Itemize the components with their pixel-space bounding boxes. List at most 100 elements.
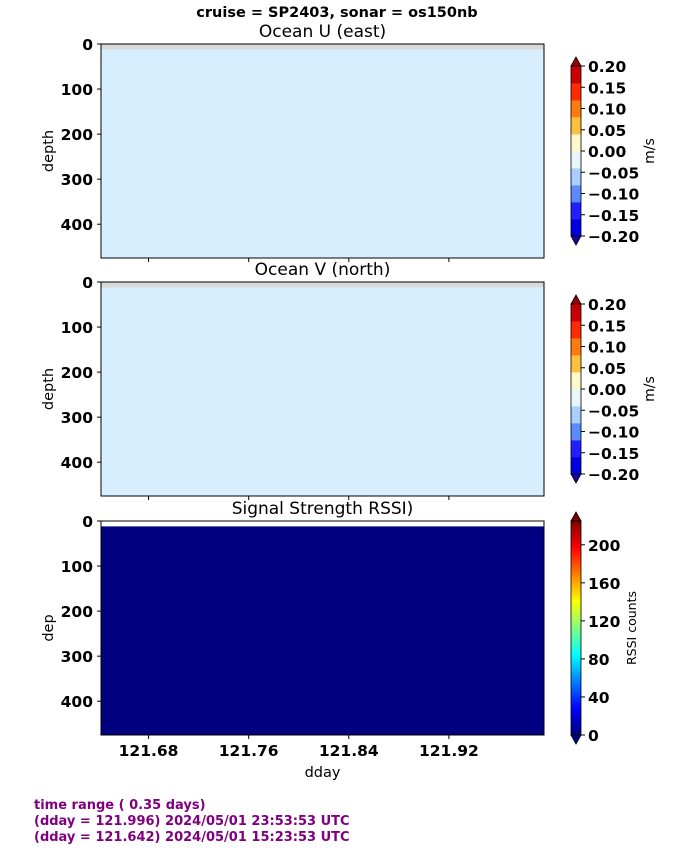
colorbar-segment <box>571 372 581 390</box>
heatmap-field <box>101 44 544 258</box>
nodata-band <box>101 282 544 288</box>
colorbar-extend-top <box>570 56 582 67</box>
y-tick-label: 400 <box>61 693 94 711</box>
axes-frame <box>100 43 545 259</box>
colorbar-label: m/s <box>642 138 658 164</box>
colorbar-tick-label: 0 <box>588 727 599 745</box>
colorbar-tick-label: −0.20 <box>588 228 639 246</box>
y-tick-label: 0 <box>82 36 93 54</box>
time-range-footer: time range ( 0.35 days) (dday = 121.996)… <box>34 798 634 846</box>
y-tick-label: 100 <box>61 319 94 337</box>
colorbar-tick-label: 80 <box>588 651 610 669</box>
colorbar-segment <box>571 389 581 407</box>
colorbar-segment <box>571 338 581 356</box>
colorbar-segment <box>571 440 581 458</box>
y-tick-label: 0 <box>82 513 93 531</box>
colorbar-tick-label: 200 <box>588 537 621 555</box>
colorbar-frame <box>570 520 582 736</box>
colorbar-segment <box>571 457 581 475</box>
colorbar-tick-label: −0.20 <box>588 466 639 484</box>
colorbar-tick-label: 40 <box>588 689 610 707</box>
x-tick-label: 121.92 <box>419 742 479 760</box>
colorbar-tick-label: −0.10 <box>588 186 639 204</box>
axes-frame <box>100 520 545 736</box>
y-axis-label: dep <box>41 614 57 641</box>
colorbar-label: RSSI counts <box>624 591 639 665</box>
colorbar-tick-label: −0.15 <box>588 207 639 225</box>
colorbar-tick-label: −0.15 <box>588 445 639 463</box>
nodata-band <box>101 44 544 50</box>
axes-frame <box>100 281 545 497</box>
colorbar-segment <box>571 304 581 322</box>
time-range-line: time range ( 0.35 days) <box>34 798 206 813</box>
colorbar-segment <box>571 134 581 152</box>
colorbar-segment <box>571 406 581 424</box>
x-tick-label: 121.68 <box>119 742 179 760</box>
colorbar-tick-label: 0.00 <box>588 143 626 161</box>
panel-3: Signal Strength RSSI)0100200300400dep121… <box>41 499 639 781</box>
panels: Ocean U (east)0100200300400depth0.200.15… <box>41 22 658 781</box>
colorbar-extend-top <box>570 511 582 522</box>
y-tick-label: 200 <box>61 603 94 621</box>
heatmap-field <box>101 521 544 735</box>
y-tick-label: 200 <box>61 126 94 144</box>
y-tick-label: 200 <box>61 364 94 382</box>
colorbar-label: m/s <box>642 376 658 402</box>
colorbar-segment <box>571 151 581 169</box>
colorbar-tick-label: 0.05 <box>588 360 626 378</box>
colorbar-tick-label: 160 <box>588 575 621 593</box>
panel-title: Ocean V (north) <box>255 260 391 280</box>
colorbar-segment <box>571 321 581 339</box>
colorbar-segment <box>571 168 581 186</box>
colorbar-segment <box>571 219 581 237</box>
colorbar-body <box>571 521 581 735</box>
colorbar-segment <box>571 185 581 203</box>
colorbar: 0.20 0.15 0.10 0.05 0.00 −0.05 −0.10 −0.15 −0.20… <box>570 56 658 246</box>
colorbar-tick-label: 0.10 <box>588 339 626 357</box>
colorbar-tick-label: 0.20 <box>588 58 626 76</box>
colorbar-tick-label: 0.10 <box>588 101 626 119</box>
end-time-line: (dday = 121.996) 2024/05/01 23:53:53 UTC <box>34 814 350 829</box>
heatmap-field <box>101 282 544 496</box>
colorbar-tick-label: 0.20 <box>588 296 626 314</box>
x-tick-label: 121.84 <box>319 742 379 760</box>
colorbar-segment <box>571 117 581 135</box>
y-tick-label: 100 <box>61 558 94 576</box>
x-axis-label: dday <box>305 765 341 781</box>
colorbar-segment <box>571 66 581 84</box>
panel-1: Ocean U (east) 0 100 200 300 400 depth 0.20 0.15… <box>41 22 658 262</box>
colorbar-tick-label: 0.00 <box>588 381 626 399</box>
y-tick-label: 300 <box>61 171 94 189</box>
colorbar: 200 160 120 80 40 0 RSSI counts <box>570 511 639 745</box>
colorbar-segment <box>571 202 581 220</box>
colorbar-segment <box>571 100 581 118</box>
panel-title: Ocean U (east) <box>259 22 386 42</box>
colorbar: 0.20 0.15 0.10 0.05 0.00 −0.05 −0.10 −0.15 −0.20… <box>570 294 658 484</box>
y-tick-label: 300 <box>61 409 94 427</box>
colorbar-extend-bottom <box>570 235 582 246</box>
y-tick-label: 0 <box>82 274 93 292</box>
colorbar-extend-bottom <box>570 734 582 745</box>
colorbar-tick-label: 0.05 <box>588 122 626 140</box>
nodata-band <box>101 521 544 527</box>
colorbar-tick-label: 120 <box>588 613 621 631</box>
x-tick-label: 121.76 <box>219 742 279 760</box>
start-time-line: (dday = 121.642) 2024/05/01 15:23:53 UTC <box>34 830 350 845</box>
y-axis-label: depth <box>41 368 57 410</box>
y-axis-label: depth <box>41 130 57 172</box>
y-tick-label: 100 <box>61 81 94 99</box>
colorbar-extend-top <box>570 294 582 305</box>
colorbar-extend-bottom <box>570 473 582 484</box>
figure-suptitle: cruise = SP2403, sonar = os150nb <box>196 5 477 21</box>
colorbar-tick-label: −0.10 <box>588 424 639 442</box>
colorbar-segment <box>571 423 581 441</box>
y-tick-label: 400 <box>61 216 94 234</box>
colorbar-tick-label: −0.05 <box>588 402 639 420</box>
colorbar-segment <box>571 83 581 101</box>
colorbar-tick-label: 0.15 <box>588 79 626 97</box>
y-tick-label: 400 <box>61 454 94 472</box>
panel-2: Ocean V (north) 0 100 200 300 400 depth 0.20 0.1… <box>41 260 658 500</box>
colorbar-tick-label: −0.05 <box>588 164 639 182</box>
y-tick-label: 300 <box>61 648 94 666</box>
